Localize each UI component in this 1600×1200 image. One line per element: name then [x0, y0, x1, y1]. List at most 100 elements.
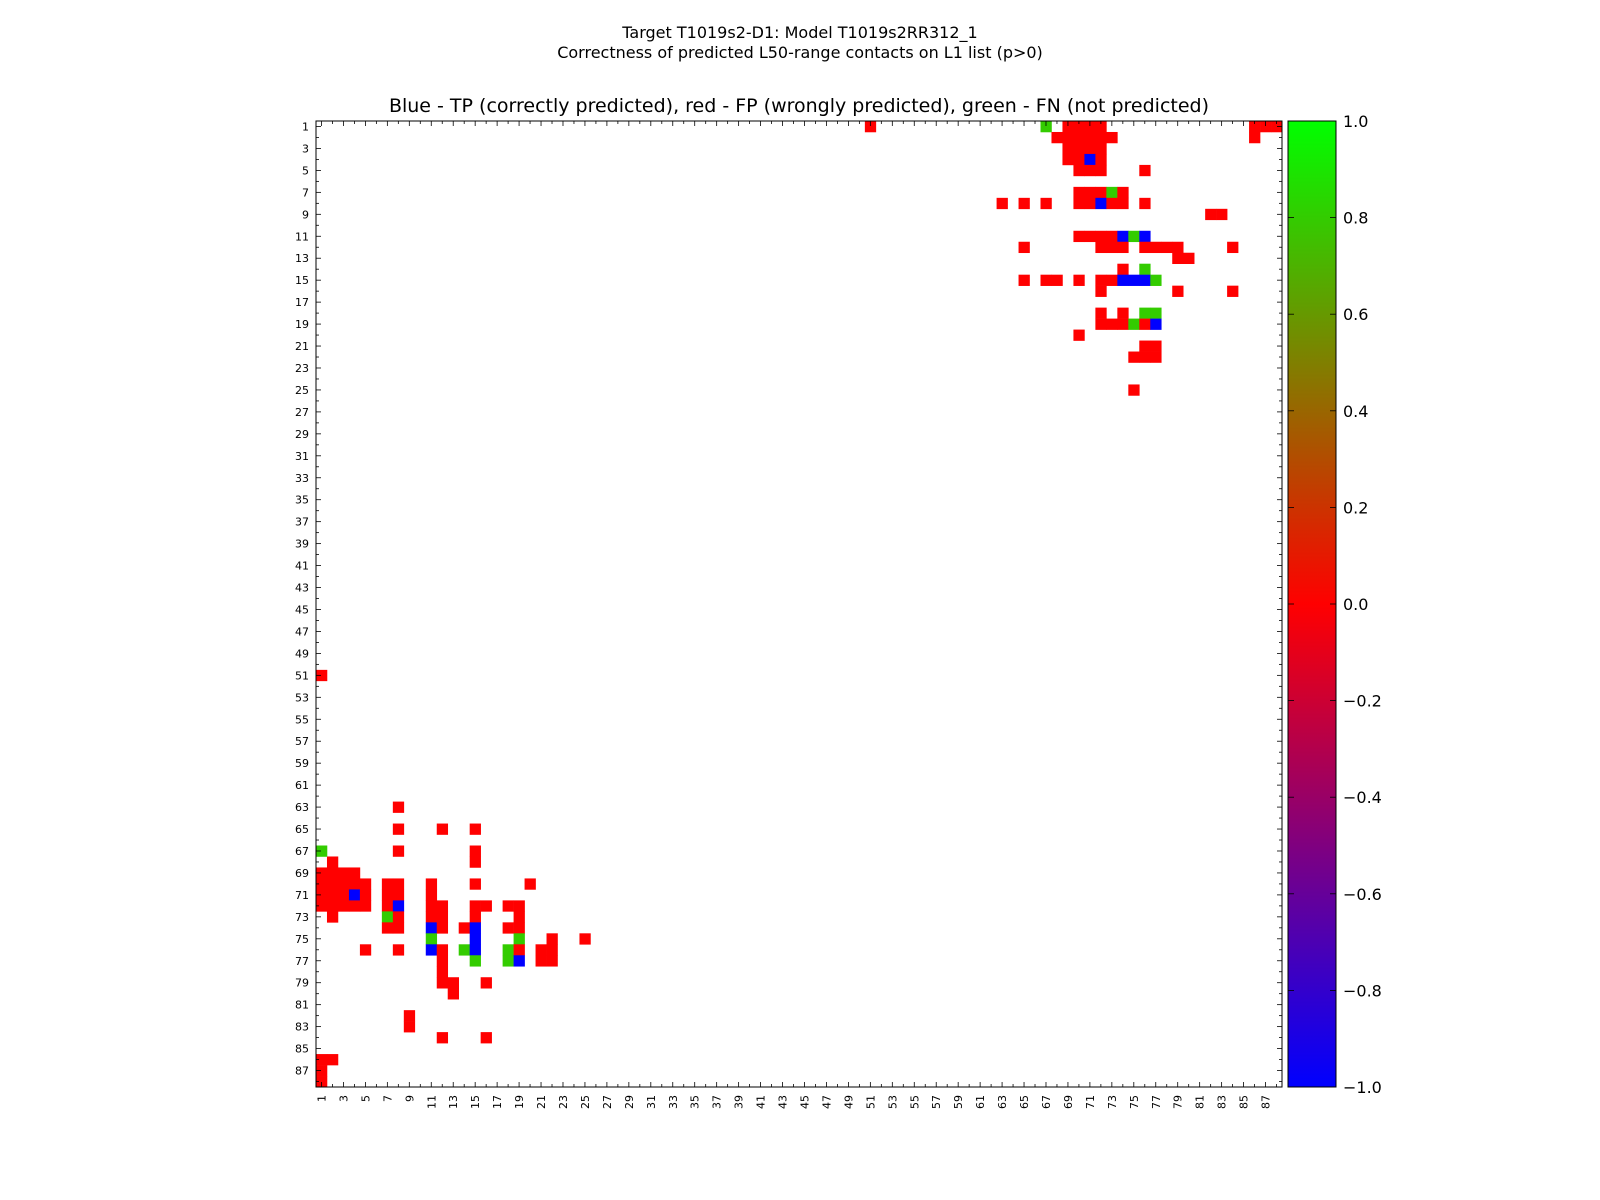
contact-cell: [1084, 164, 1096, 177]
y-tick-label: 15: [295, 274, 309, 287]
contact-cell: [1139, 340, 1151, 352]
x-tick-label: 9: [403, 1095, 416, 1102]
contact-cell: [864, 121, 877, 133]
colorbar-tick-label: 0.8: [1343, 209, 1368, 228]
contact-cell: [1139, 164, 1151, 177]
contact-cell-mirror: [436, 944, 449, 956]
x-tick-label: 53: [886, 1095, 899, 1109]
contact-cell: [1106, 186, 1118, 199]
contact-cell: [1018, 274, 1030, 286]
contact-cell-mirror: [381, 889, 394, 901]
x-tick-label: 25: [579, 1095, 592, 1109]
y-tick-label: 5: [302, 164, 309, 177]
contact-cell-mirror: [381, 900, 394, 912]
contact-cell: [996, 197, 1008, 210]
contact-cell-mirror: [392, 845, 405, 857]
x-tick-label: 5: [359, 1095, 372, 1102]
contact-cell-mirror: [392, 900, 405, 912]
colorbar-tick-label: −0.2: [1343, 692, 1382, 711]
contact-cell: [1062, 153, 1074, 166]
x-tick-label: 3: [337, 1095, 350, 1102]
y-tick-label: 57: [295, 735, 309, 748]
contact-cell: [1139, 241, 1151, 254]
y-tick-label: 75: [295, 933, 309, 946]
contact-cell: [1106, 197, 1118, 210]
contact-cell-mirror: [316, 1054, 328, 1066]
contact-cell-mirror: [480, 900, 492, 912]
x-tick-label: 71: [1084, 1095, 1097, 1109]
contact-cell-mirror: [480, 977, 492, 989]
contact-cell-mirror: [502, 900, 514, 912]
heatmap-cells: [316, 121, 1283, 1088]
contact-cell-mirror: [337, 867, 350, 879]
contact-cell-mirror: [458, 944, 470, 956]
y-tick-label: 9: [302, 208, 309, 221]
figure-suptitle-line-2: Correctness of predicted L50-range conta…: [557, 43, 1043, 62]
contact-cell-mirror: [469, 845, 481, 857]
contact-cell: [1150, 241, 1162, 254]
contact-cell: [1084, 131, 1096, 144]
contact-cell: [1073, 274, 1085, 286]
x-tick-label: 63: [996, 1095, 1009, 1109]
y-tick-label: 27: [295, 406, 309, 419]
contact-cell-mirror: [513, 900, 525, 912]
x-tick-label: 49: [842, 1095, 855, 1109]
contact-cell: [1095, 142, 1107, 155]
contact-cell-mirror: [359, 900, 372, 912]
contact-cell: [1117, 318, 1129, 330]
contact-cell-mirror: [381, 878, 394, 890]
x-tick-label: 37: [711, 1095, 724, 1109]
contact-cell-mirror: [316, 669, 328, 682]
colorbar-tick-label: −0.4: [1343, 788, 1382, 807]
plot-title: Blue - TP (correctly predicted), red - F…: [388, 95, 1210, 117]
contact-cell-mirror: [436, 955, 449, 967]
contact-cell-mirror: [546, 944, 558, 956]
contact-cell: [1073, 230, 1085, 243]
y-tick-label: 81: [295, 999, 309, 1012]
contact-cell: [1260, 121, 1272, 133]
contact-cell: [1150, 340, 1162, 352]
x-tick-label: 15: [469, 1095, 482, 1109]
contact-cell-mirror: [359, 889, 372, 901]
y-tick-label: 63: [295, 801, 309, 814]
contact-cell-mirror: [316, 845, 328, 857]
contact-cell: [1172, 241, 1184, 254]
contact-cell: [1040, 121, 1052, 133]
contact-cell: [1139, 307, 1151, 319]
y-tick-label: 51: [295, 669, 309, 682]
contact-cell-mirror: [326, 900, 339, 912]
y-tick-label: 71: [295, 889, 309, 902]
contact-cell-mirror: [458, 922, 470, 934]
y-tick-label: 11: [295, 230, 309, 243]
contact-cell-mirror: [403, 1021, 416, 1033]
contact-cell-mirror: [524, 878, 536, 890]
contact-cell-mirror: [337, 900, 350, 912]
contact-cell: [1095, 274, 1107, 286]
contact-cell: [1084, 186, 1096, 199]
contact-cell: [1183, 252, 1195, 265]
contact-cell-mirror: [425, 900, 438, 912]
colorbar-tick-label: 0.4: [1343, 402, 1368, 421]
x-tick-label: 73: [1106, 1095, 1119, 1109]
contact-cell-mirror: [392, 889, 405, 901]
x-tick-label: 57: [930, 1095, 943, 1109]
y-tick-label: 83: [295, 1021, 309, 1034]
contact-cell: [1073, 131, 1085, 144]
y-tick-label: 3: [302, 142, 309, 155]
contact-cell: [1117, 263, 1129, 275]
y-tick-label: 1: [302, 120, 309, 133]
contact-cell: [1128, 384, 1140, 396]
contact-cell-mirror: [425, 944, 438, 956]
x-tick-label: 13: [447, 1095, 460, 1109]
contact-cell-mirror: [480, 1032, 492, 1044]
y-tick-label: 37: [295, 516, 309, 529]
contact-cell-mirror: [326, 889, 339, 901]
contact-cell: [1106, 131, 1118, 144]
contact-cell: [1205, 208, 1217, 221]
x-tick-label: 75: [1128, 1095, 1141, 1109]
x-tick-label: 79: [1172, 1095, 1185, 1109]
contact-cell: [1128, 351, 1140, 363]
y-tick-label: 33: [295, 472, 309, 485]
contact-cell-mirror: [348, 867, 361, 879]
